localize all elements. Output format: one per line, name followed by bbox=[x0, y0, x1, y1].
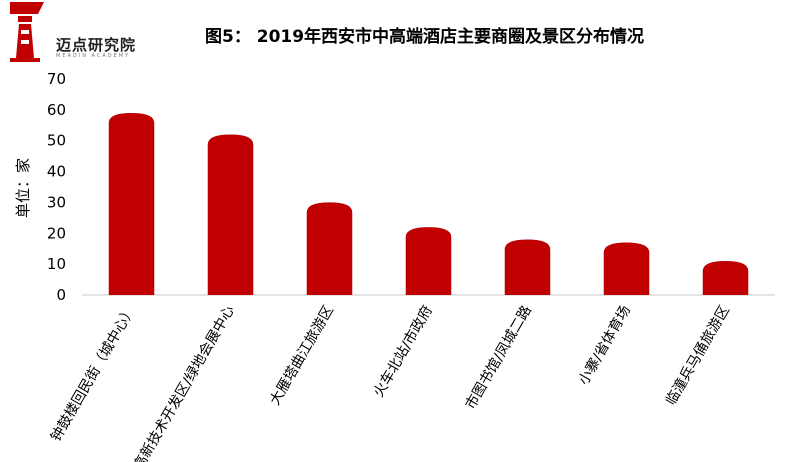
x-tick-label: 火车北站/市政府 bbox=[370, 303, 436, 400]
y-axis-ticks: 0 10 20 30 40 50 60 70 bbox=[47, 70, 66, 304]
x-tick-label: 高新技术开发区/绿地会展中心 bbox=[130, 303, 238, 462]
y-tick-label: 70 bbox=[47, 70, 66, 88]
y-tick-label: 0 bbox=[56, 286, 66, 304]
bar bbox=[504, 239, 551, 295]
chart-title: 图5： 2019年西安市中高端酒店主要商圈及景区分布情况 bbox=[205, 27, 645, 47]
y-tick-label: 10 bbox=[47, 255, 66, 273]
bar bbox=[207, 134, 254, 295]
logo-subtitle: MEADIN ACADEMY bbox=[56, 53, 131, 59]
x-tick-label: 大雁塔曲江旅游区 bbox=[267, 303, 337, 408]
y-tick-label: 50 bbox=[47, 132, 66, 150]
x-tick-label: 钟鼓楼回民街（城中心） bbox=[47, 303, 139, 445]
bar bbox=[702, 261, 749, 295]
logo: 迈点研究院 MEADIN ACADEMY bbox=[0, 0, 160, 70]
bar bbox=[306, 202, 353, 295]
y-tick-label: 60 bbox=[47, 101, 66, 119]
y-tick-label: 20 bbox=[47, 224, 66, 242]
bar bbox=[405, 227, 452, 295]
x-tick-label: 市图书馆/凤城二路 bbox=[462, 303, 535, 413]
lighthouse-icon bbox=[10, 2, 44, 62]
bars bbox=[108, 112, 749, 295]
logo-text: 迈点研究院 bbox=[56, 36, 137, 54]
bar bbox=[108, 112, 155, 295]
bar bbox=[603, 242, 650, 295]
y-tick-label: 40 bbox=[47, 163, 66, 181]
y-tick-label: 30 bbox=[47, 193, 66, 211]
x-tick-label: 小寨/省体育场 bbox=[575, 303, 634, 388]
x-tick-label: 临潼兵马俑旅游区 bbox=[662, 303, 733, 408]
x-axis-tick-labels: 钟鼓楼回民街（城中心）高新技术开发区/绿地会展中心 大雁塔曲江旅游区 火车北站/市政… bbox=[47, 303, 733, 462]
